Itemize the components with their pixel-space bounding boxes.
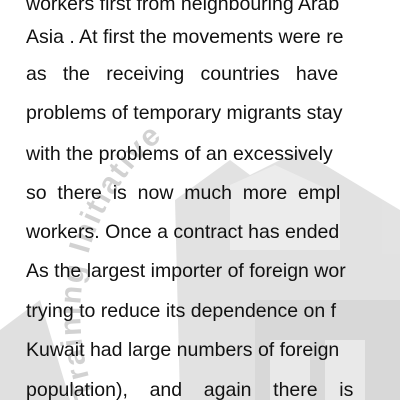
text-line: trying to reduce its dependence on f xyxy=(26,300,337,322)
text-line: Kuwait had large numbers of foreign xyxy=(26,339,340,361)
text-line: problems of temporary migrants stay xyxy=(26,102,343,124)
text-line: As the largest importer of foreign wor xyxy=(26,260,346,282)
text-line: workers first from neighbouring Arab xyxy=(26,0,340,15)
text-line: population), and again there is xyxy=(26,379,354,400)
text-line: as the receiving countries have xyxy=(26,63,339,85)
text-line: workers. Once a contract has ended xyxy=(26,221,340,243)
text-line: Asia . At first the movements were re xyxy=(26,26,344,48)
text-line: so there is now much more empl xyxy=(26,182,341,204)
text-line: with the problems of an excessively xyxy=(26,143,333,165)
